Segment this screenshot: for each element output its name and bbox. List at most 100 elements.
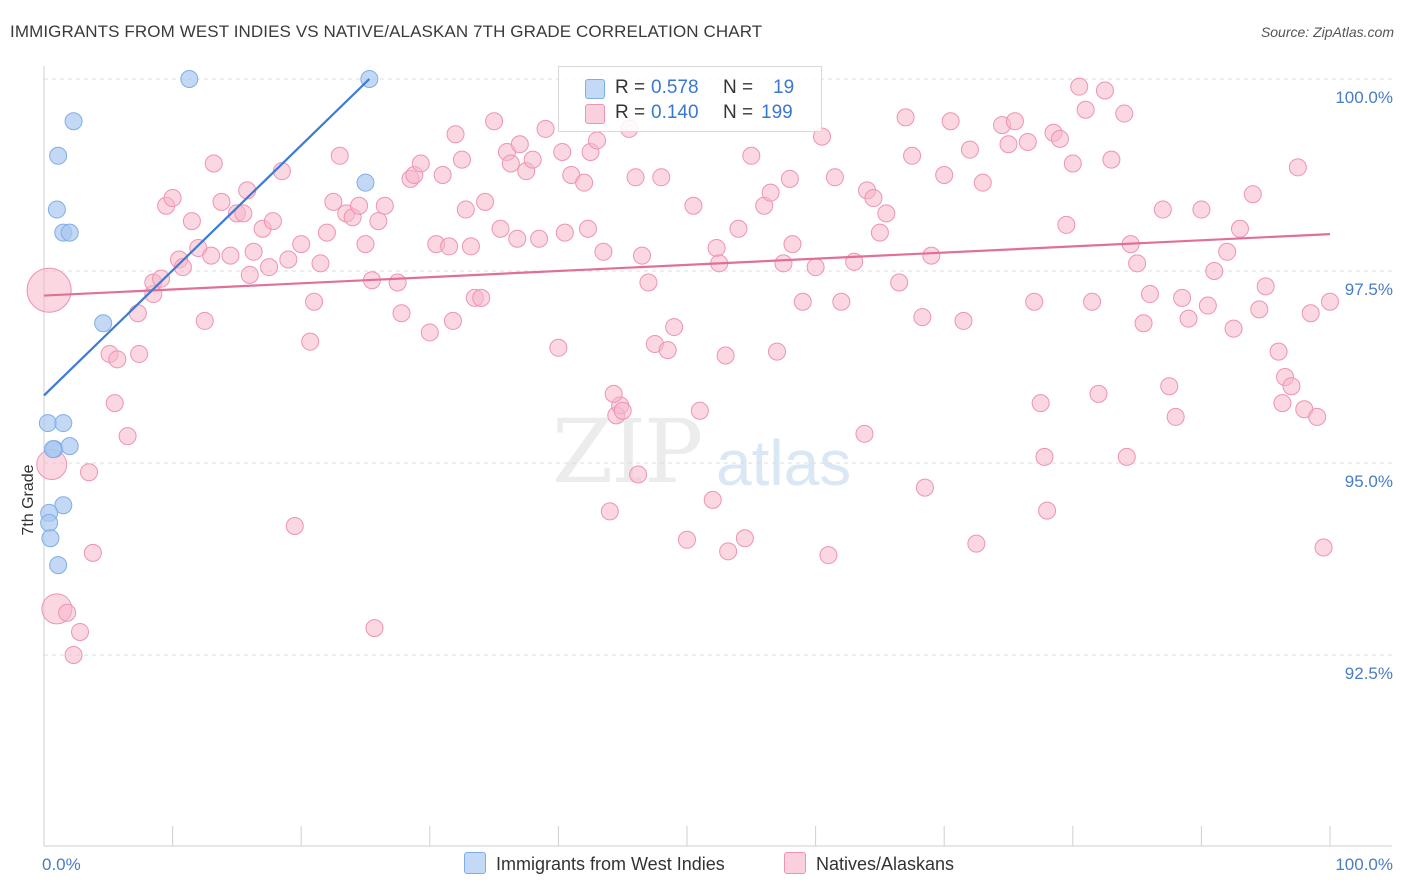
- data-point-natives: [813, 127, 832, 146]
- data-point-natives: [118, 427, 137, 446]
- data-point-natives: [735, 529, 754, 548]
- data-point-natives: [658, 341, 677, 360]
- data-point-natives: [204, 154, 223, 173]
- data-point-natives: [163, 189, 182, 208]
- data-point-natives: [26, 267, 72, 313]
- data-point-natives: [1076, 100, 1095, 119]
- data-point-natives: [793, 292, 812, 311]
- data-point-natives: [350, 196, 369, 215]
- data-point-natives: [1057, 215, 1076, 234]
- data-point-natives: [578, 219, 597, 238]
- trend-line-west-indies: [43, 78, 371, 397]
- grid-lines: [44, 78, 1392, 656]
- data-point-natives: [941, 112, 960, 131]
- data-point-natives: [665, 318, 684, 337]
- data-point-natives: [1005, 112, 1024, 131]
- data-point-natives: [411, 154, 430, 173]
- data-point-natives: [221, 246, 240, 265]
- data-point-west-indies: [54, 496, 73, 515]
- data-point-natives: [600, 502, 619, 521]
- data-point-west-indies: [60, 223, 79, 242]
- data-point-natives: [530, 229, 549, 248]
- data-point-natives: [279, 250, 298, 269]
- legend-item-natives: Natives/Alaskans: [784, 852, 954, 875]
- y-tick-label: 97.5%: [1345, 280, 1393, 299]
- data-point-natives: [260, 258, 279, 277]
- data-point-natives: [1250, 300, 1269, 319]
- data-point-natives: [330, 146, 349, 165]
- data-point-natives: [1115, 104, 1134, 123]
- data-point-natives: [629, 465, 648, 484]
- data-point-natives: [967, 534, 986, 553]
- data-point-natives: [1089, 384, 1108, 403]
- data-point-west-indies: [38, 414, 57, 433]
- n-label: N =: [723, 77, 754, 98]
- data-point-natives: [684, 196, 703, 215]
- data-point-west-indies: [44, 440, 63, 459]
- data-point-west-indies: [60, 437, 79, 456]
- data-point-natives: [1102, 150, 1121, 169]
- data-point-natives: [369, 212, 388, 231]
- chart-title: IMMIGRANTS FROM WEST INDIES VS NATIVE/AL…: [10, 22, 763, 41]
- x-tick-label: 0.0%: [42, 855, 81, 874]
- data-point-natives: [485, 112, 504, 131]
- data-point-natives: [1160, 377, 1179, 396]
- data-point-natives: [1282, 377, 1301, 396]
- data-point-natives: [1128, 254, 1147, 273]
- data-point-natives: [356, 235, 375, 254]
- data-point-natives: [549, 338, 568, 357]
- data-point-natives: [472, 288, 491, 307]
- data-point-natives: [536, 119, 555, 138]
- data-point-natives: [832, 292, 851, 311]
- data-point-west-indies: [54, 414, 73, 433]
- data-point-natives: [729, 219, 748, 238]
- data-point-natives: [1256, 277, 1275, 296]
- data-point-natives: [71, 622, 90, 641]
- data-point-natives: [108, 350, 127, 369]
- data-point-natives: [1269, 342, 1288, 361]
- data-point-natives: [1288, 158, 1307, 177]
- data-point-natives: [317, 223, 336, 242]
- legend-swatch-pink: [585, 104, 605, 124]
- data-point-natives: [240, 265, 259, 284]
- data-point-natives: [639, 273, 658, 292]
- data-point-natives: [461, 237, 480, 256]
- data-point-natives: [1134, 314, 1153, 333]
- data-point-west-indies: [47, 200, 66, 219]
- data-point-natives: [64, 646, 83, 664]
- trend-lines: [43, 78, 1331, 397]
- data-point-west-indies: [64, 112, 83, 131]
- n-label: N =: [723, 102, 754, 123]
- tick-labels: 100.0% 97.5% 95.0% 92.5% 0.0% 100.0%: [42, 88, 1393, 874]
- data-point-natives: [973, 173, 992, 192]
- data-point-natives: [719, 542, 738, 561]
- trend-line-natives: [43, 233, 1331, 297]
- data-point-natives: [1050, 129, 1069, 148]
- data-point-natives: [1038, 501, 1057, 520]
- data-point-natives: [234, 204, 253, 223]
- data-point-natives: [1063, 154, 1082, 173]
- data-point-natives: [1035, 447, 1054, 466]
- data-point-natives: [105, 394, 124, 413]
- data-point-natives: [864, 189, 883, 208]
- data-point-natives: [1273, 394, 1292, 413]
- data-point-natives: [301, 332, 320, 351]
- data-point-natives: [1070, 77, 1089, 96]
- data-point-natives: [783, 235, 802, 254]
- data-point-natives: [392, 304, 411, 323]
- data-point-natives: [244, 242, 263, 261]
- data-point-natives: [575, 173, 594, 192]
- data-point-natives: [1224, 319, 1243, 338]
- data-point-natives: [626, 168, 645, 187]
- data-point-natives: [1314, 538, 1333, 557]
- data-point-natives: [58, 603, 77, 622]
- data-point-west-indies: [49, 146, 68, 165]
- data-point-natives: [1192, 200, 1211, 219]
- data-point-natives: [855, 424, 874, 443]
- data-point-natives: [1117, 447, 1136, 466]
- data-point-natives: [491, 219, 510, 238]
- y-tick-label: 95.0%: [1345, 472, 1393, 491]
- data-point-natives: [433, 166, 452, 184]
- data-point-natives: [825, 168, 844, 187]
